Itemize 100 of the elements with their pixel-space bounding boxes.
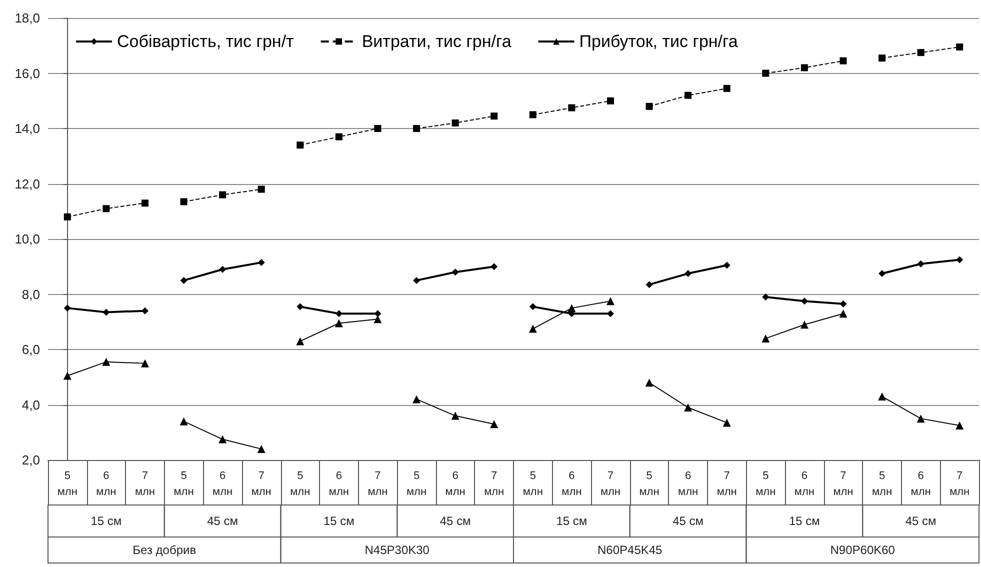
point: [258, 186, 265, 193]
x-tick-label: 5 млн: [174, 470, 194, 498]
point: [684, 92, 692, 99]
point: [218, 435, 227, 444]
point: [413, 276, 420, 284]
point: [800, 320, 808, 329]
text: 15 см: [788, 514, 820, 528]
point: [800, 64, 808, 72]
text: Без добрив: [132, 543, 196, 557]
point: [917, 260, 924, 268]
point: [413, 125, 420, 132]
x-tick-label: 6 млн: [794, 470, 814, 498]
point: [800, 298, 808, 305]
x-tick-label: 5 млн: [290, 470, 310, 498]
point: [180, 417, 188, 426]
point: [102, 308, 110, 316]
point: [529, 303, 536, 310]
point: [258, 258, 265, 266]
x-tick-label: 6 млн: [678, 470, 698, 498]
point: [296, 142, 304, 149]
x-tick-label: 6 млн: [96, 470, 116, 498]
text: 45 см: [440, 514, 471, 528]
point: [490, 112, 498, 120]
y-tick-label: 2,0: [22, 452, 40, 468]
x-tick-label: 7 млн: [134, 470, 156, 498]
point: [840, 57, 847, 64]
point: [490, 420, 498, 428]
point: [63, 372, 72, 380]
text: N60P45K45: [598, 543, 663, 557]
x-tick-label: 7 млн: [484, 470, 504, 498]
point: [180, 276, 188, 284]
point: [762, 70, 770, 77]
x-tick-label: 7 млн: [716, 470, 737, 498]
point: [529, 111, 536, 118]
point: [141, 200, 148, 207]
legend-label: Прибуток, тис грн/га: [579, 32, 738, 51]
point: [374, 310, 382, 318]
point: [257, 444, 266, 453]
point: [296, 303, 304, 310]
point: [64, 213, 71, 220]
point: [878, 54, 886, 62]
point: [452, 119, 459, 126]
text: 15 см: [90, 514, 122, 528]
x-tick-label: 7 млн: [251, 470, 272, 498]
point: [916, 414, 925, 423]
y-tick-label: 4,0: [22, 397, 40, 412]
x-tick-label: 7 млн: [368, 470, 388, 498]
point: [606, 310, 614, 318]
point: [528, 324, 537, 333]
point: [645, 378, 654, 387]
point: [219, 266, 226, 273]
x-tick-label: 6 млн: [212, 470, 233, 498]
x-tick-label: 7 млн: [600, 470, 621, 498]
x-tick-label: 7 млн: [833, 470, 854, 498]
point: [878, 392, 886, 400]
text: N90P60K60: [830, 543, 896, 557]
point: [451, 412, 460, 420]
x-tick-label: 6 млн: [445, 470, 466, 498]
legend-label: Витрати, тис грн/га: [362, 32, 512, 51]
legend-label: Собівартість, тис грн/т: [117, 32, 294, 51]
point: [140, 359, 149, 368]
point: [684, 404, 692, 412]
point: [568, 104, 576, 112]
point: [956, 421, 964, 430]
x-tick-label: 5 млн: [57, 470, 78, 498]
x-tick-label: 7 млн: [950, 470, 970, 498]
point: [219, 191, 226, 198]
point: [722, 418, 731, 427]
point: [180, 198, 188, 206]
y-tick-label: 14,0: [14, 121, 40, 136]
y-tick-label: 6,0: [22, 342, 40, 357]
point: [878, 270, 886, 278]
point: [646, 102, 653, 110]
point: [723, 84, 730, 92]
x-tick-label: 5 млн: [406, 470, 427, 498]
y-tick-label: 10,0: [14, 232, 40, 246]
x-tick-label: 5 млн: [756, 470, 776, 498]
point: [840, 300, 847, 308]
x-tick-label: 6 млн: [328, 470, 349, 498]
text: N45P30K30: [364, 543, 430, 557]
point: [917, 49, 924, 56]
point: [956, 44, 964, 51]
point: [646, 281, 653, 288]
point: [141, 307, 148, 314]
point: [102, 205, 110, 212]
y-tick-label: 8,0: [22, 286, 40, 302]
x-tick-label: 5 млн: [639, 470, 660, 498]
y-tick-label: 12,0: [14, 176, 40, 192]
point: [452, 268, 459, 276]
point: [490, 263, 498, 270]
text: 15 см: [556, 514, 588, 528]
point: [334, 319, 343, 328]
text: 45 см: [672, 514, 704, 528]
point: [684, 270, 692, 278]
point: [102, 358, 110, 366]
point: [296, 337, 304, 346]
point: [335, 310, 342, 318]
text: 45 см: [207, 514, 238, 528]
y-tick-label: 16,0: [14, 66, 40, 81]
point: [374, 315, 382, 324]
